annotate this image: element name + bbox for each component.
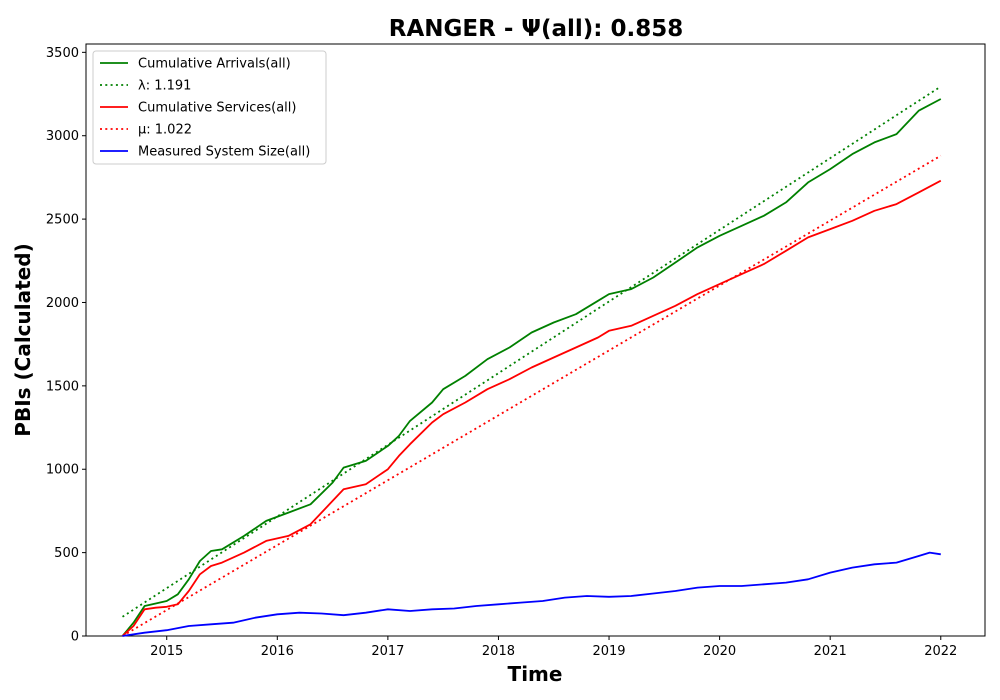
y-tick-label: 3000 xyxy=(46,129,79,144)
x-tick-label: 2016 xyxy=(261,644,294,659)
plot-area xyxy=(85,43,986,637)
legend-label-4: Measured System Size(all) xyxy=(138,145,310,160)
y-axis-title: PBIs (Calculated) xyxy=(11,243,35,436)
x-tick-label: 2015 xyxy=(150,644,183,659)
x-tick-label: 2018 xyxy=(482,644,515,659)
legend-label-0: Cumulative Arrivals(all) xyxy=(138,57,291,72)
x-tick-label: 2019 xyxy=(592,644,625,659)
x-tick-label: 2020 xyxy=(703,644,736,659)
legend-label-2: Cumulative Services(all) xyxy=(138,101,296,116)
y-axis: 0 500 1000 1500 2000 2500 3000 3500 xyxy=(46,46,86,645)
series-line-0 xyxy=(121,98,942,637)
legend-box xyxy=(92,50,327,165)
series-layer xyxy=(121,85,942,637)
y-tick-label: 2500 xyxy=(46,213,79,228)
y-tick-label: 1500 xyxy=(46,379,79,394)
legend-label-3: μ: 1.022 xyxy=(138,123,192,138)
series-line-4 xyxy=(122,551,941,637)
y-tick-label: 500 xyxy=(54,546,79,561)
x-axis: 2015 2016 2017 2018 2019 2020 2021 2022 xyxy=(150,636,957,659)
y-tick-label: 1000 xyxy=(46,463,79,478)
x-axis-title: Time xyxy=(508,662,563,686)
x-tick-label: 2021 xyxy=(814,644,847,659)
y-tick-label: 3500 xyxy=(46,46,79,61)
y-tick-label: 2000 xyxy=(46,296,79,311)
plot-frame xyxy=(85,43,986,637)
x-tick-label: 2022 xyxy=(924,644,957,659)
legend-label-1: λ: 1.191 xyxy=(138,79,191,94)
series-line-3 xyxy=(122,154,942,637)
x-tick-label: 2017 xyxy=(371,644,404,659)
series-line-2 xyxy=(121,179,942,637)
legend: Cumulative Arrivals(all) λ: 1.191 Cumulati… xyxy=(92,50,327,165)
y-tick-label: 0 xyxy=(71,630,79,645)
series-line-1 xyxy=(122,85,942,618)
chart-title: RANGER - Ψ(all): 0.858 xyxy=(389,16,683,42)
